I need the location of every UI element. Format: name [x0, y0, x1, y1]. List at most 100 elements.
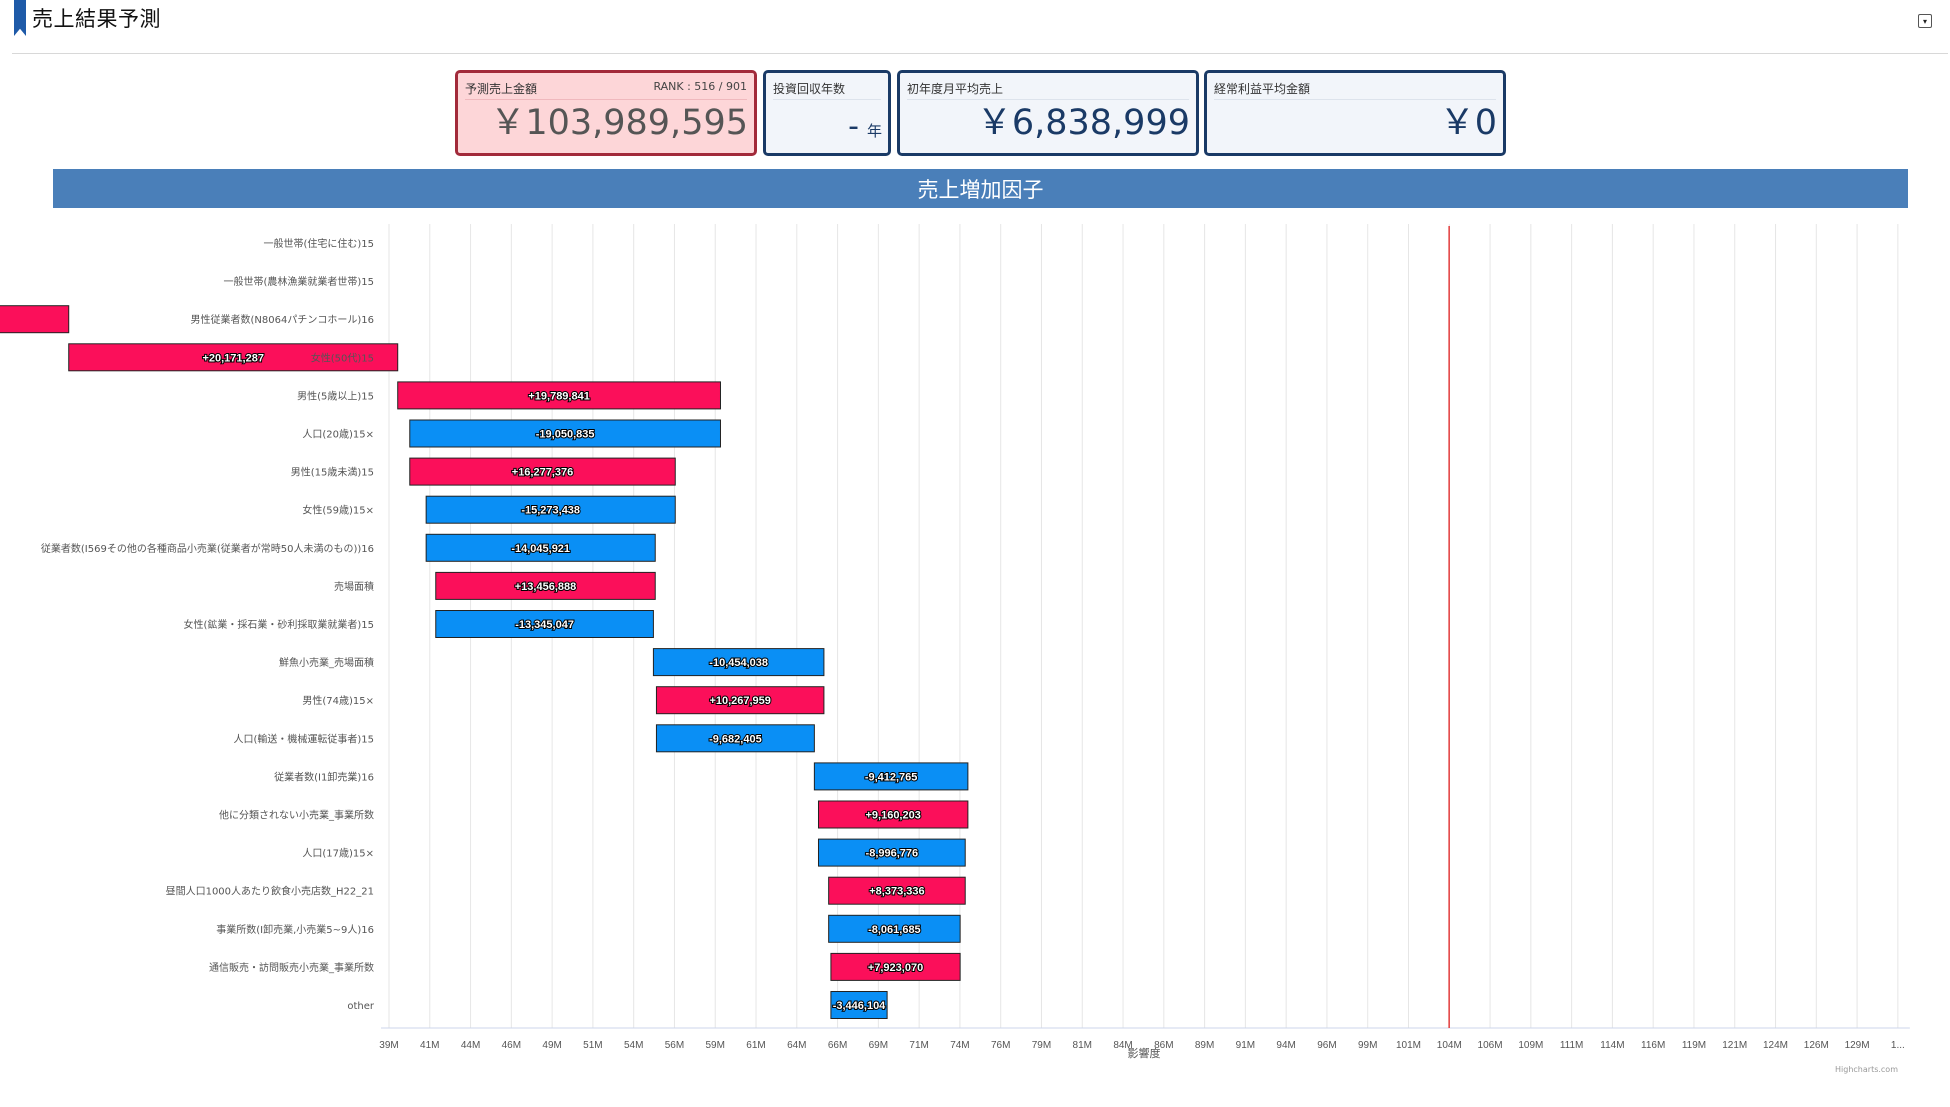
category-label: 売場面積	[334, 580, 374, 593]
bar[interactable]	[813, 762, 969, 791]
bar[interactable]	[655, 724, 815, 753]
category-label: 女性(鉱業・採石業・砂利採取業就業者)15	[183, 618, 374, 631]
kpi-value-number: -	[848, 109, 859, 144]
category-label: 事業所数(I卸売業,小売業5~9人)16	[216, 923, 374, 936]
data-label: +10,267,959	[709, 695, 770, 707]
category-label: 一般世帯(農林漁業就業者世帯)15	[223, 275, 374, 288]
section-title: 売上増加因子	[53, 169, 1908, 208]
data-label: +8,373,336	[869, 886, 924, 898]
tick-label: 111M	[1560, 1040, 1584, 1051]
bookmark-icon	[14, 0, 26, 36]
bar[interactable]	[655, 686, 825, 715]
category-label: 一般世帯(住宅に住む)15	[263, 237, 374, 250]
data-label: +16,277,376	[512, 467, 573, 479]
kpi-first-year-monthly-sales: 初年度月平均売上 ￥6,838,999	[897, 70, 1199, 156]
bar[interactable]	[0, 305, 70, 334]
chart-credit[interactable]: Highcharts.com	[1835, 1065, 1898, 1074]
category-label: other	[347, 1001, 375, 1012]
bar[interactable]	[652, 648, 825, 677]
data-label: -8,996,776	[866, 848, 919, 860]
tick-label: 84M	[1113, 1040, 1132, 1051]
bar[interactable]	[830, 991, 888, 1019]
tick-label: 56M	[665, 1040, 684, 1051]
kpi-predicted-sales: 予測売上金額 RANK : 516 / 901 ￥103,989,595	[455, 70, 757, 156]
tick-label: 71M	[909, 1040, 928, 1051]
data-label: -19,050,835	[536, 429, 595, 441]
tick-label: 99M	[1358, 1040, 1377, 1051]
tick-label: 76M	[991, 1040, 1010, 1051]
category-label: 人口(20歳)15×	[302, 429, 374, 441]
data-label: +9,160,203	[865, 810, 920, 822]
kpi-ordinary-profit: 経常利益平均金額 ￥0	[1204, 70, 1506, 156]
tick-label: 66M	[828, 1040, 847, 1051]
tick-label: 94M	[1276, 1040, 1295, 1051]
category-label: 男性(74歳)15×	[302, 694, 374, 707]
tick-label: 44M	[461, 1040, 480, 1051]
kpi-divider	[907, 99, 1189, 100]
tick-label: 41M	[420, 1040, 439, 1051]
kpi-label: 投資回収年数	[773, 82, 846, 96]
grid-lines	[381, 224, 1910, 1029]
data-label: -9,682,405	[709, 733, 762, 745]
bar[interactable]	[68, 343, 399, 372]
tick-label: 81M	[1073, 1040, 1092, 1051]
kpi-divider	[465, 99, 747, 100]
bar[interactable]	[425, 533, 656, 562]
tick-label: 1...	[1891, 1040, 1905, 1051]
bar[interactable]	[830, 952, 961, 981]
bar[interactable]	[397, 381, 721, 410]
bar[interactable]	[828, 914, 961, 943]
category-label: 従業者数(I1卸売業)16	[274, 770, 374, 783]
tick-label: 109M	[1518, 1040, 1543, 1051]
bar[interactable]	[817, 838, 966, 867]
kpi-value: ￥0	[1439, 103, 1497, 143]
data-label: -13,345,047	[515, 619, 574, 631]
bar[interactable]	[409, 419, 721, 448]
kpi-payback-years: 投資回収年数 -年	[763, 70, 891, 156]
tick-label: 114M	[1600, 1040, 1624, 1051]
kpi-label: 初年度月平均売上	[907, 82, 1004, 96]
tick-label: 96M	[1317, 1040, 1336, 1051]
category-label: 男性(5歳以上)15	[297, 389, 374, 402]
data-label: +20,171,287	[202, 352, 263, 364]
tick-label: 46M	[502, 1040, 521, 1051]
kpi-label: 経常利益平均金額	[1214, 82, 1311, 96]
page-title: 売上結果予測	[32, 7, 161, 31]
bar[interactable]	[425, 495, 676, 524]
tick-label: 129M	[1845, 1040, 1870, 1051]
data-label: +13,456,888	[515, 581, 576, 593]
header-divider	[12, 53, 1948, 54]
tick-labels: 39M 41M 44M 46M 49M 51M 54M 56M 59M 61M 64M 66M 69M 7…	[379, 1040, 1905, 1051]
tick-label: 79M	[1032, 1040, 1051, 1051]
bar[interactable]	[409, 457, 676, 486]
kpi-label: 予測売上金額	[465, 82, 538, 96]
tick-label: 51M	[583, 1040, 602, 1051]
bar[interactable]	[435, 571, 656, 600]
bar[interactable]	[828, 876, 966, 905]
category-label: 従業者数(I569その他の各種商品小売業(従業者が常時50人未満のもの))16	[41, 542, 374, 555]
category-label: 通信販売・訪問販売小売業_事業所数	[209, 961, 374, 974]
data-label: -3,446,104	[833, 1000, 886, 1012]
bar[interactable]	[817, 800, 969, 829]
bars	[0, 305, 969, 1019]
tick-label: 69M	[869, 1040, 888, 1051]
tick-label: 54M	[624, 1040, 643, 1051]
caret-down-icon[interactable]: ▾	[1918, 14, 1932, 28]
tick-label: 121M	[1722, 1040, 1747, 1051]
tick-label: 106M	[1478, 1040, 1503, 1051]
tick-label: 86M	[1154, 1040, 1173, 1051]
bar[interactable]	[435, 610, 654, 638]
tick-label: 101M	[1396, 1040, 1421, 1051]
x-axis-title: 影響度	[1128, 1046, 1161, 1060]
kpi-unit: 年	[866, 122, 882, 140]
category-label: 女性(59歳)15×	[302, 504, 374, 517]
category-label: 鮮魚小売業_売場面積	[279, 656, 374, 669]
category-label: 男性従業者数(N8064パチンコホール)16	[191, 313, 374, 326]
tick-label: 116M	[1641, 1040, 1665, 1051]
tick-label: 61M	[746, 1040, 765, 1051]
page-header: 売上結果予測 ▾	[0, 0, 1950, 56]
tick-label: 64M	[787, 1040, 806, 1051]
data-label: +19,789,841	[528, 390, 589, 402]
data-labels: -21,938,829+20,695,284+20,606,833+20,171…	[201, 351, 925, 1013]
data-label: -10,454,038	[709, 657, 768, 669]
